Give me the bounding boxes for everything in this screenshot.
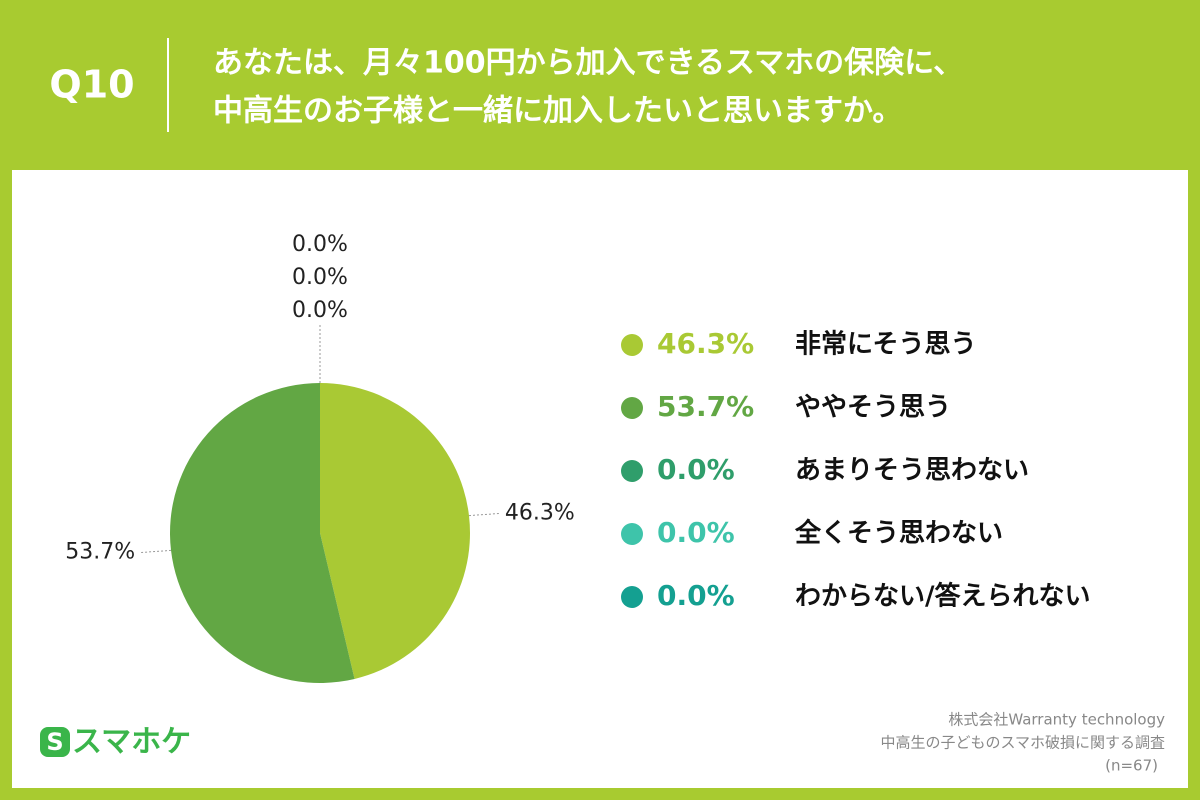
legend-label: あまりそう思わない xyxy=(795,456,1029,486)
source: (n=67) xyxy=(1105,757,1158,775)
legend-swatch xyxy=(621,334,643,356)
legend-label: ややそう思う xyxy=(795,393,951,423)
slice-label: 0.0% xyxy=(292,265,348,290)
legend-value: 53.7% xyxy=(657,390,754,423)
legend-value: 0.0% xyxy=(657,516,735,549)
logo-icon-letter: S xyxy=(46,728,63,756)
question-label: Q10 xyxy=(49,63,134,107)
brand-name: スマホケ xyxy=(72,725,191,760)
chart-title: あなたは、月々100円から加入できるスマホの保険に、 xyxy=(213,46,963,81)
legend-swatch xyxy=(621,523,643,545)
pie-slice xyxy=(320,383,471,679)
slice-label: 46.3% xyxy=(505,501,575,526)
legend-swatch xyxy=(621,397,643,419)
legend-value: 46.3% xyxy=(657,327,754,360)
leader-line xyxy=(141,549,172,553)
slice-label: 0.0% xyxy=(292,298,348,323)
slice-label: 0.0% xyxy=(292,232,348,257)
chart-title: 中高生のお子様と一緒に加入したいと思いますか。 xyxy=(213,94,902,129)
logo-icon xyxy=(40,727,70,757)
legend-label: 非常にそう思う xyxy=(795,330,976,360)
legend-value: 0.0% xyxy=(657,579,735,612)
legend-label: わからない/答えられない xyxy=(795,581,1091,612)
legend-label: 全くそう思わない xyxy=(794,518,1003,549)
source: 中高生の子どものスマホ破損に関する調査 xyxy=(880,734,1165,752)
brand-logo: S スマホケ xyxy=(40,725,191,760)
pie-slice xyxy=(170,383,355,683)
legend-value: 0.0% xyxy=(657,453,735,486)
leader-line xyxy=(468,513,499,517)
legend-swatch xyxy=(621,586,643,608)
legend-swatch xyxy=(621,460,643,482)
source: 株式会社Warranty technology xyxy=(948,711,1165,729)
slice-label: 53.7% xyxy=(65,539,135,564)
